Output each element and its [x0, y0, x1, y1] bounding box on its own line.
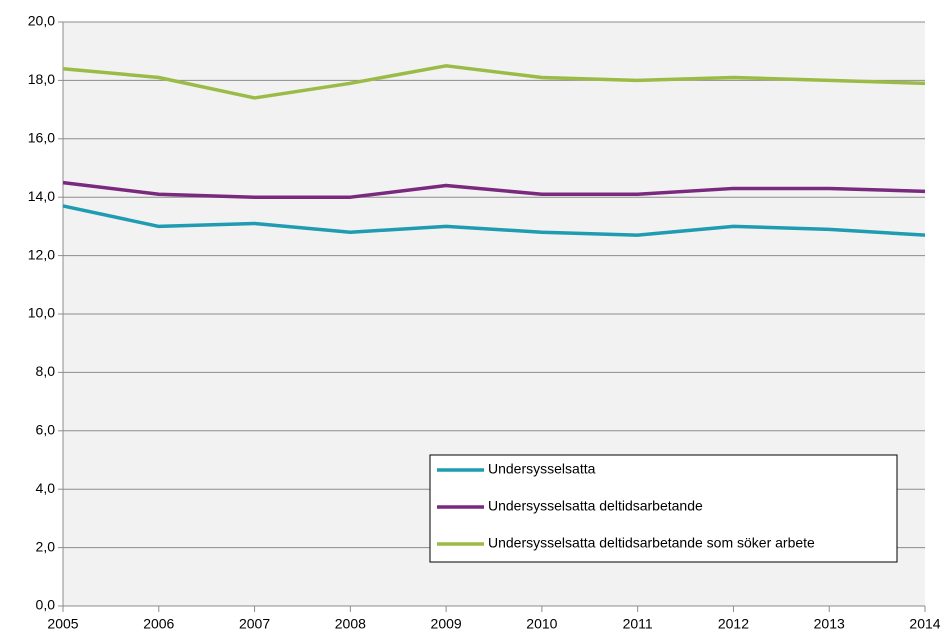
- x-tick-label: 2009: [431, 616, 462, 632]
- legend-box: [429, 454, 898, 563]
- x-tick-label: 2006: [143, 616, 174, 632]
- series-line: [62, 180, 926, 199]
- y-tick-label: 20,0: [28, 13, 55, 29]
- y-tick-label: 2,0: [36, 538, 56, 554]
- y-tick-label: 12,0: [28, 246, 55, 262]
- x-tick-label: 2011: [623, 616, 653, 632]
- y-tick-label: 0,0: [36, 597, 56, 613]
- y-tick-label: 14,0: [28, 188, 55, 204]
- x-tick-label: 2008: [335, 616, 366, 632]
- y-tick-label: 18,0: [28, 71, 55, 87]
- x-tick-label: 2012: [718, 616, 749, 632]
- y-tick-label: 8,0: [36, 363, 56, 379]
- legend-label: Undersysselsatta deltidsarbetande: [488, 498, 703, 514]
- y-tick-label: 6,0: [36, 422, 56, 438]
- x-tick-label: 2010: [526, 616, 557, 632]
- y-tick-label: 10,0: [28, 305, 55, 321]
- x-tick-label: 2007: [239, 616, 270, 632]
- series-line: [62, 64, 926, 100]
- series-line: [62, 204, 926, 237]
- y-tick-label: 16,0: [28, 130, 55, 146]
- x-tick-label: 2014: [909, 616, 940, 632]
- legend-label: Undersysselsatta deltidsarbetande som sö…: [488, 535, 815, 551]
- x-tick-label: 2005: [47, 616, 78, 632]
- y-tick-label: 4,0: [36, 480, 56, 496]
- legend-label: Undersysselsatta: [488, 461, 596, 477]
- x-tick-label: 2013: [814, 616, 845, 632]
